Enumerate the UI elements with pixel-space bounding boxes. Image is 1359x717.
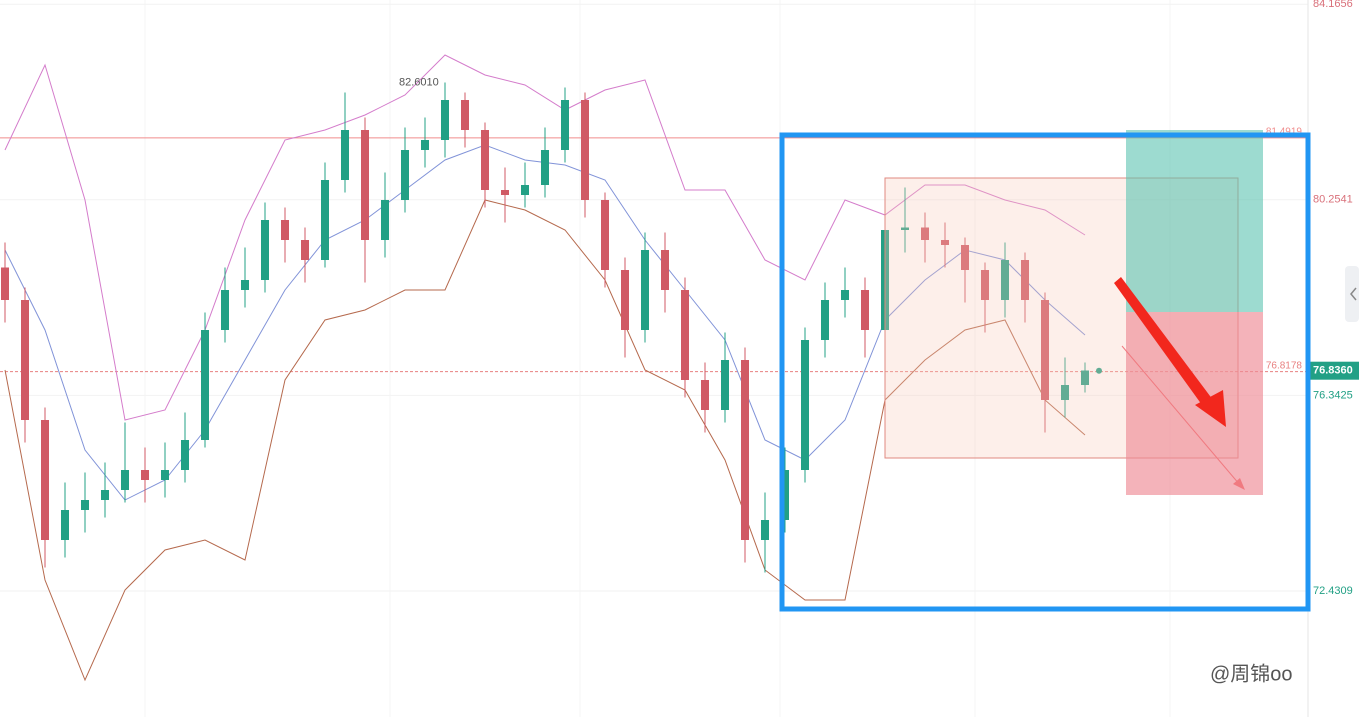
stop-zone xyxy=(1126,312,1263,495)
last-price-label: 76.8360 xyxy=(1313,365,1353,377)
projection-arrowhead xyxy=(1233,478,1245,490)
candle-body xyxy=(661,250,669,290)
candle-body xyxy=(901,227,909,230)
candle-body xyxy=(481,130,489,190)
y-tick-label: 84.1656 xyxy=(1313,0,1353,10)
candle-body xyxy=(41,420,49,540)
candle-body xyxy=(981,270,989,300)
red-arrow-head xyxy=(1195,390,1226,427)
red-arrow-shaft xyxy=(1114,277,1213,405)
candle-body xyxy=(121,470,129,490)
candle-body xyxy=(381,200,389,240)
candle-body xyxy=(1001,260,1009,300)
level-label: 81.4919 xyxy=(1266,127,1303,138)
y-tick-label: 80.2541 xyxy=(1313,194,1353,206)
candle-body xyxy=(681,290,689,380)
candle-body xyxy=(621,270,629,330)
candle-body xyxy=(401,150,409,200)
candle-body xyxy=(941,240,949,245)
candle-body xyxy=(741,360,749,540)
candle-body xyxy=(241,280,249,290)
candle-body xyxy=(701,380,709,410)
candle-body xyxy=(1,267,9,300)
level-label: 76.8178 xyxy=(1266,360,1303,371)
candle-body xyxy=(181,440,189,470)
highlight-box xyxy=(779,132,1311,612)
candle-body xyxy=(541,150,549,185)
candle-body xyxy=(141,470,149,480)
candle-body xyxy=(61,510,69,540)
candle-body xyxy=(421,140,429,150)
candle-body xyxy=(1081,370,1089,385)
candle-body xyxy=(921,227,929,240)
candle-body xyxy=(21,300,29,420)
candle-body xyxy=(81,500,89,510)
side-tab-icon xyxy=(1350,287,1357,301)
y-tick-label: 76.3425 xyxy=(1313,389,1353,401)
candle-body xyxy=(861,290,869,330)
candle-body xyxy=(641,250,649,330)
candle-body xyxy=(521,185,529,195)
candle-body xyxy=(601,200,609,270)
y-tick-label: 72.4309 xyxy=(1313,585,1353,597)
candle-body xyxy=(1021,260,1029,300)
candle-body xyxy=(801,340,809,470)
candle-body xyxy=(321,180,329,260)
candle-body xyxy=(501,190,509,195)
candle-body xyxy=(961,245,969,270)
candle-body xyxy=(561,100,569,150)
side-tab[interactable] xyxy=(1345,266,1359,322)
candle-body xyxy=(221,290,229,330)
watermark: @周锦oo xyxy=(1210,662,1293,685)
target-zone xyxy=(1126,130,1263,312)
candle-body xyxy=(301,240,309,260)
candle-body xyxy=(261,220,269,280)
peak-label: 82.6010 xyxy=(399,76,439,88)
candle-body xyxy=(161,470,169,480)
candle-body xyxy=(361,130,369,240)
candle-body xyxy=(461,100,469,130)
candle-body xyxy=(1061,385,1069,400)
candle-body xyxy=(721,360,729,410)
projection-line xyxy=(1121,345,1241,486)
band-line xyxy=(4,199,1086,682)
candle-body xyxy=(101,490,109,500)
candle-body xyxy=(1041,300,1049,400)
candle-body xyxy=(781,470,789,520)
candle-body xyxy=(341,130,349,180)
candle-body xyxy=(761,520,769,540)
candle-body xyxy=(821,300,829,340)
last-price-dot xyxy=(1096,367,1102,374)
candle-body xyxy=(281,220,289,240)
candle-body xyxy=(441,100,449,140)
last-price-tag xyxy=(1309,361,1359,380)
candle-body xyxy=(201,330,209,440)
candle-body xyxy=(581,100,589,200)
candle-body xyxy=(841,290,849,300)
